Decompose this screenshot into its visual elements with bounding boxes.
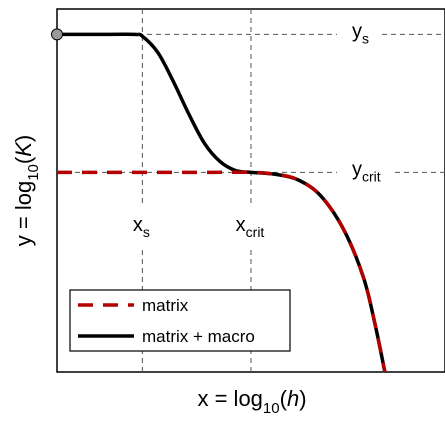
series-line-matrix-macro [57, 32, 387, 373]
start-point-marker [51, 28, 63, 41]
y-axis-label: y = log10(K) [11, 135, 42, 246]
legend: matrix matrix + macro [69, 289, 291, 352]
ref-label-y-s: ys [352, 20, 369, 46]
ref-label-x-s: xs [133, 214, 150, 240]
legend-label-matrix: matrix [142, 296, 189, 315]
x-axis-label: x = log10(h) [197, 386, 306, 417]
ref-label-x-crit: xcrit [236, 214, 265, 240]
reference-labels: ys ycrit xs xcrit [133, 20, 381, 240]
legend-box [69, 289, 291, 352]
marker-layer [51, 28, 63, 41]
legend-label-matrix-macro: matrix + macro [142, 327, 255, 346]
series-line-matrix [57, 170, 387, 373]
series-layer [57, 32, 387, 373]
ref-label-y-crit: ycrit [352, 158, 381, 184]
